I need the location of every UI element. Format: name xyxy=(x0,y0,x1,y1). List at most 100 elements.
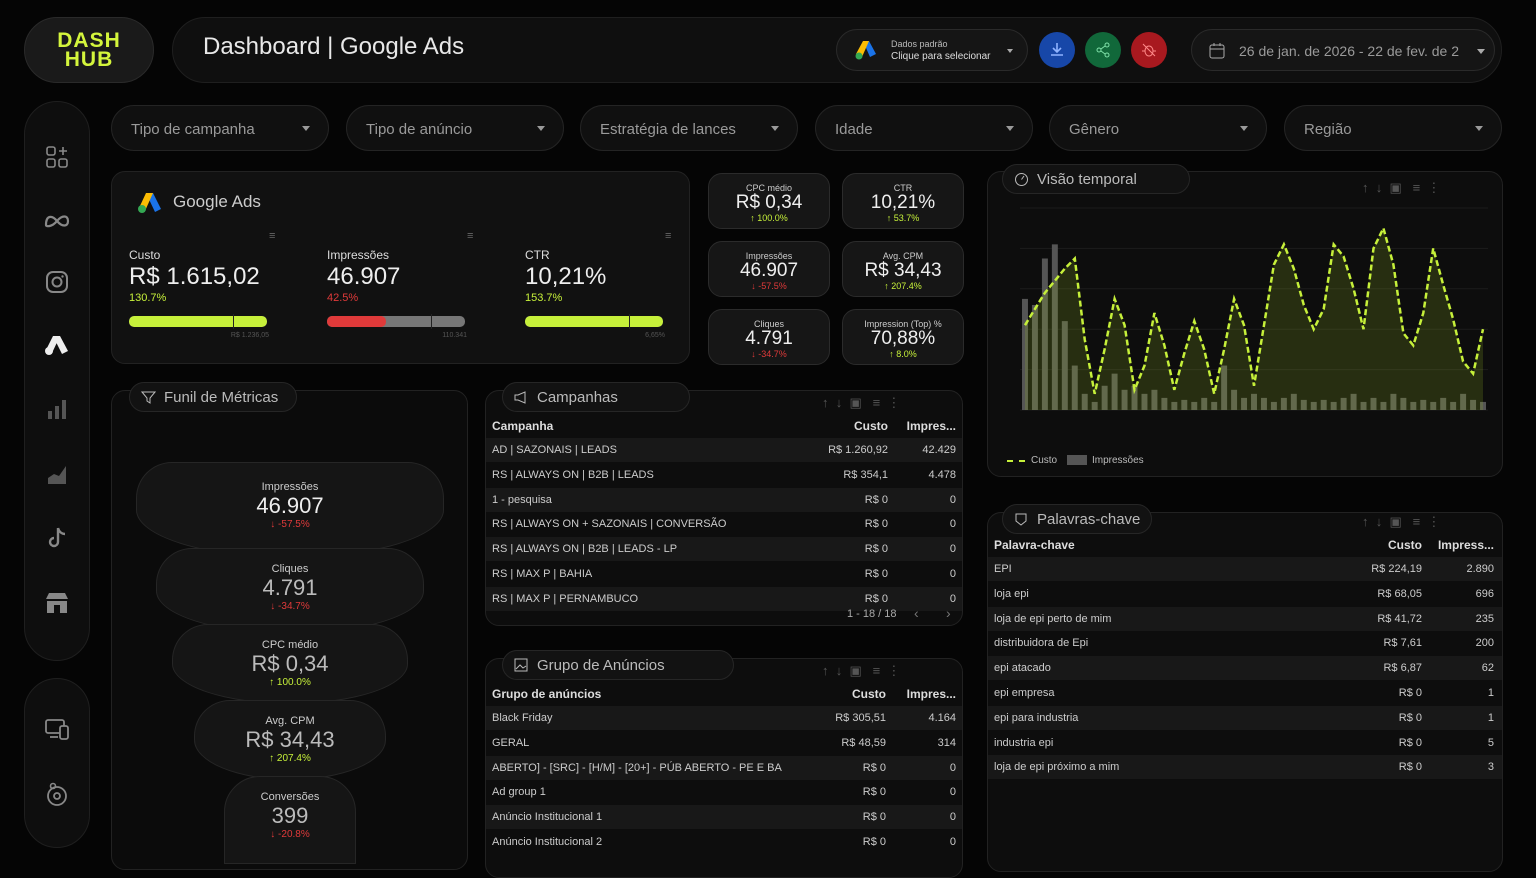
share-button[interactable] xyxy=(1085,32,1121,68)
bar-impressoes[interactable] xyxy=(1241,397,1248,410)
bar-impressoes[interactable] xyxy=(1191,401,1198,410)
table-row[interactable]: RS | MAX P | PERNAMBUCO R$ 0 0 xyxy=(486,586,962,611)
filter-icon[interactable]: ≡ xyxy=(269,230,276,242)
bar-impressoes[interactable] xyxy=(1380,401,1387,410)
next-page-button[interactable]: › xyxy=(946,605,951,621)
bar-impressoes[interactable] xyxy=(1101,385,1108,410)
header-2[interactable]: Impres... xyxy=(906,687,956,701)
bar-impressoes[interactable] xyxy=(1310,401,1317,410)
bar-impressoes[interactable] xyxy=(1390,393,1397,410)
bar-impressoes[interactable] xyxy=(1350,393,1357,410)
tiktok-icon[interactable] xyxy=(38,519,76,557)
table-row[interactable]: RS | ALWAYS ON + SAZONAIS | CONVERSÃO R$ … xyxy=(486,512,962,536)
bar-impressoes[interactable] xyxy=(1111,373,1118,410)
bar-impressoes[interactable] xyxy=(1161,397,1168,410)
filter-icon[interactable]: ≡ xyxy=(467,230,474,242)
table-toolbar[interactable]: ↑ ↓ ▣ ≡ ⋮ xyxy=(1362,514,1441,529)
bar-impressoes[interactable] xyxy=(1121,389,1128,410)
header-2[interactable]: Impress... xyxy=(1437,538,1494,552)
table-row[interactable]: epi atacado R$ 6,87 62 xyxy=(988,656,1502,681)
table-row[interactable]: 1 - pesquisa R$ 0 0 xyxy=(486,487,962,512)
filter-genero[interactable]: Gênero xyxy=(1049,105,1267,151)
bar-chart-icon[interactable] xyxy=(38,390,76,428)
bar-impressoes[interactable] xyxy=(1201,397,1208,410)
bar-impressoes[interactable] xyxy=(1131,385,1138,410)
meta-icon[interactable] xyxy=(38,202,76,240)
bar-impressoes[interactable] xyxy=(1370,397,1377,410)
table-toolbar[interactable]: ↑ ↓ ▣ ≡ ⋮ xyxy=(822,395,901,410)
bar-impressoes[interactable] xyxy=(1041,258,1048,411)
table-row[interactable]: RS | ALWAYS ON | B2B | LEADS - LP R$ 0 0 xyxy=(486,537,962,562)
bar-impressoes[interactable] xyxy=(1141,393,1148,410)
store-icon[interactable] xyxy=(38,584,76,622)
bar-impressoes[interactable] xyxy=(1280,397,1287,410)
header-2[interactable]: Impres... xyxy=(906,419,956,433)
bar-impressoes[interactable] xyxy=(1430,401,1437,410)
bar-impressoes[interactable] xyxy=(1031,304,1038,410)
bar-impressoes[interactable] xyxy=(1061,321,1068,410)
bar-impressoes[interactable] xyxy=(1181,399,1188,410)
settings-icon[interactable] xyxy=(38,776,76,814)
chart-toolbar[interactable]: ↑ ↓ ▣ ≡ ⋮ xyxy=(1362,180,1441,195)
filter-estrategia-lances[interactable]: Estratégia de lances xyxy=(580,105,798,151)
table-row[interactable]: GERAL R$ 48,59 314 xyxy=(486,731,962,755)
download-button[interactable] xyxy=(1039,32,1075,68)
bar-impressoes[interactable] xyxy=(1360,401,1367,410)
table-row[interactable]: loja epi R$ 68,05 696 xyxy=(988,582,1502,606)
table-row[interactable]: loja de epi próximo a mim R$ 0 3 xyxy=(988,755,1502,780)
filter-idade[interactable]: Idade xyxy=(815,105,1033,151)
date-range-picker[interactable]: 26 de jan. de 2026 - 22 de fev. de 2 xyxy=(1191,29,1495,71)
bar-impressoes[interactable] xyxy=(1290,393,1297,410)
bar-impressoes[interactable] xyxy=(1071,365,1078,410)
bar-impressoes[interactable] xyxy=(1022,298,1028,410)
table-row[interactable]: ABERTO] - [SRC] - [H/M] - [20+] - PÚB AB… xyxy=(486,755,962,780)
bar-impressoes[interactable] xyxy=(1420,399,1427,410)
prev-page-button[interactable]: ‹ xyxy=(914,605,919,621)
table-row[interactable]: epi para industria R$ 0 1 xyxy=(988,705,1502,730)
bar-impressoes[interactable] xyxy=(1410,401,1417,410)
bar-impressoes[interactable] xyxy=(1340,397,1347,410)
bar-impressoes[interactable] xyxy=(1231,389,1238,410)
bar-impressoes[interactable] xyxy=(1171,401,1178,410)
header-1[interactable]: Custo xyxy=(852,687,886,701)
table-row[interactable]: distribuidora de Epi R$ 7,61 200 xyxy=(988,631,1502,655)
table-row[interactable]: industria epi R$ 0 5 xyxy=(988,731,1502,755)
google-ads-nav-icon[interactable] xyxy=(38,326,76,364)
bar-impressoes[interactable] xyxy=(1260,397,1267,410)
bar-impressoes[interactable] xyxy=(1300,399,1307,410)
bar-impressoes[interactable] xyxy=(1081,393,1088,410)
bar-impressoes[interactable] xyxy=(1470,399,1477,410)
bar-impressoes[interactable] xyxy=(1440,397,1447,410)
bar-impressoes[interactable] xyxy=(1051,244,1058,410)
table-row[interactable]: RS | MAX P | BAHIA R$ 0 0 xyxy=(486,562,962,586)
devices-icon[interactable] xyxy=(38,710,76,748)
table-row[interactable]: Anúncio Institucional 1 R$ 0 0 xyxy=(486,805,962,830)
filter-tipo-campanha[interactable]: Tipo de campanha xyxy=(111,105,329,151)
bar-impressoes[interactable] xyxy=(1400,397,1407,410)
table-row[interactable]: Black Friday R$ 305,51 4.164 xyxy=(486,706,962,730)
table-row[interactable]: RS | ALWAYS ON | B2B | LEADS R$ 354,1 4.47… xyxy=(486,463,962,487)
table-row[interactable]: Ad group 1 R$ 0 0 xyxy=(486,780,962,804)
header-1[interactable]: Custo xyxy=(1388,538,1422,552)
table-row[interactable]: epi empresa R$ 0 1 xyxy=(988,681,1502,705)
growth-chart-icon[interactable] xyxy=(38,455,76,493)
bar-impressoes[interactable] xyxy=(1320,399,1327,410)
filter-tipo-anuncio[interactable]: Tipo de anúncio xyxy=(346,105,564,151)
line-custo[interactable] xyxy=(1023,224,1485,395)
bar-impressoes[interactable] xyxy=(1330,401,1337,410)
bar-impressoes[interactable] xyxy=(1251,393,1257,410)
bar-impressoes[interactable] xyxy=(1151,389,1158,410)
filter-icon[interactable]: ≡ xyxy=(665,230,672,242)
bar-impressoes[interactable] xyxy=(1480,401,1486,410)
instagram-icon[interactable] xyxy=(38,263,76,301)
table-row[interactable]: EPI R$ 224,19 2.890 xyxy=(988,557,1502,581)
dashhub-logo[interactable]: DASH HUB xyxy=(24,17,154,83)
table-row[interactable]: Anúncio Institucional 2 R$ 0 0 xyxy=(486,830,962,854)
bar-impressoes[interactable] xyxy=(1460,393,1467,410)
header-1[interactable]: Custo xyxy=(854,419,888,433)
bar-impressoes[interactable] xyxy=(1450,401,1457,410)
bar-impressoes[interactable] xyxy=(1270,401,1277,410)
apps-icon[interactable] xyxy=(38,138,76,176)
data-source-selector[interactable]: Dados padrão Clique para selecionar xyxy=(836,29,1028,71)
bar-impressoes[interactable] xyxy=(1221,365,1228,410)
